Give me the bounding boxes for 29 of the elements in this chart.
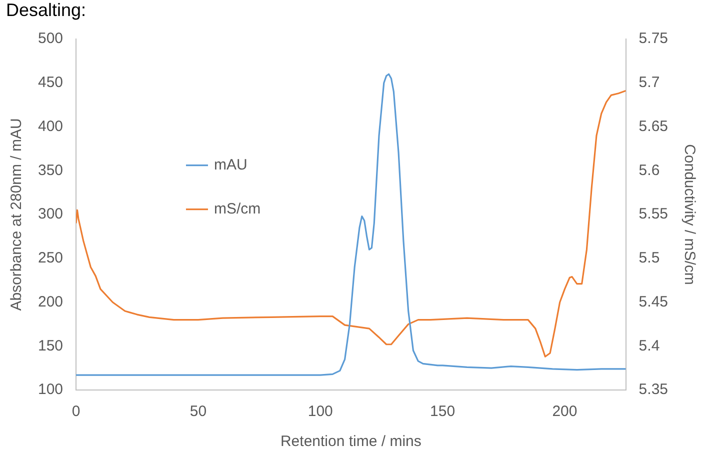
legend-label: mS/cm	[214, 200, 261, 218]
y-tick-label: 150	[38, 337, 64, 354]
y-tick-label: 100	[38, 381, 64, 398]
legend-label: mAU	[214, 156, 248, 174]
y2-tick-label: 5.7	[638, 74, 660, 92]
y-tick-label: 300	[38, 206, 64, 223]
y2-tick-label: 5.5	[638, 250, 660, 267]
y-tick-label: 500	[38, 30, 64, 48]
y-tick-label: 250	[38, 250, 64, 267]
chart-title: Desalting:	[6, 0, 86, 20]
y2-tick-label: 5.6	[638, 162, 660, 179]
y-tick-label: 400	[38, 118, 64, 135]
y2-tick-label: 5.35	[638, 381, 668, 398]
y2-tick-label: 5.4	[638, 337, 660, 354]
x-tick-label: 50	[190, 403, 207, 420]
x-tick-label: 100	[308, 403, 333, 420]
y2-tick-label: 5.55	[638, 206, 668, 223]
x-axis-title: Retention time / mins	[280, 433, 422, 450]
y-tick-label: 200	[38, 293, 64, 310]
x-tick-label: 150	[430, 403, 456, 420]
y-tick-label: 450	[38, 74, 64, 92]
x-tick-label: 200	[552, 403, 578, 420]
y-axis-title: Absorbance at 280nm / mAU	[8, 118, 26, 311]
y2-axis-title: Conductivity / mS/cm	[680, 144, 698, 285]
y2-tick-label: 5.45	[638, 293, 668, 310]
x-tick-label: 0	[72, 403, 80, 420]
y-tick-label: 350	[38, 162, 64, 179]
y2-tick-label: 5.75	[638, 30, 668, 48]
y2-tick-label: 5.65	[638, 118, 668, 135]
